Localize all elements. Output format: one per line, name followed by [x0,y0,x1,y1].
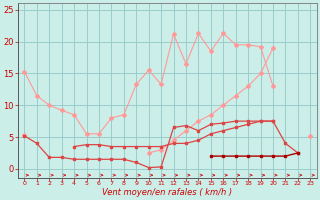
X-axis label: Vent moyen/en rafales ( km/h ): Vent moyen/en rafales ( km/h ) [102,188,232,197]
